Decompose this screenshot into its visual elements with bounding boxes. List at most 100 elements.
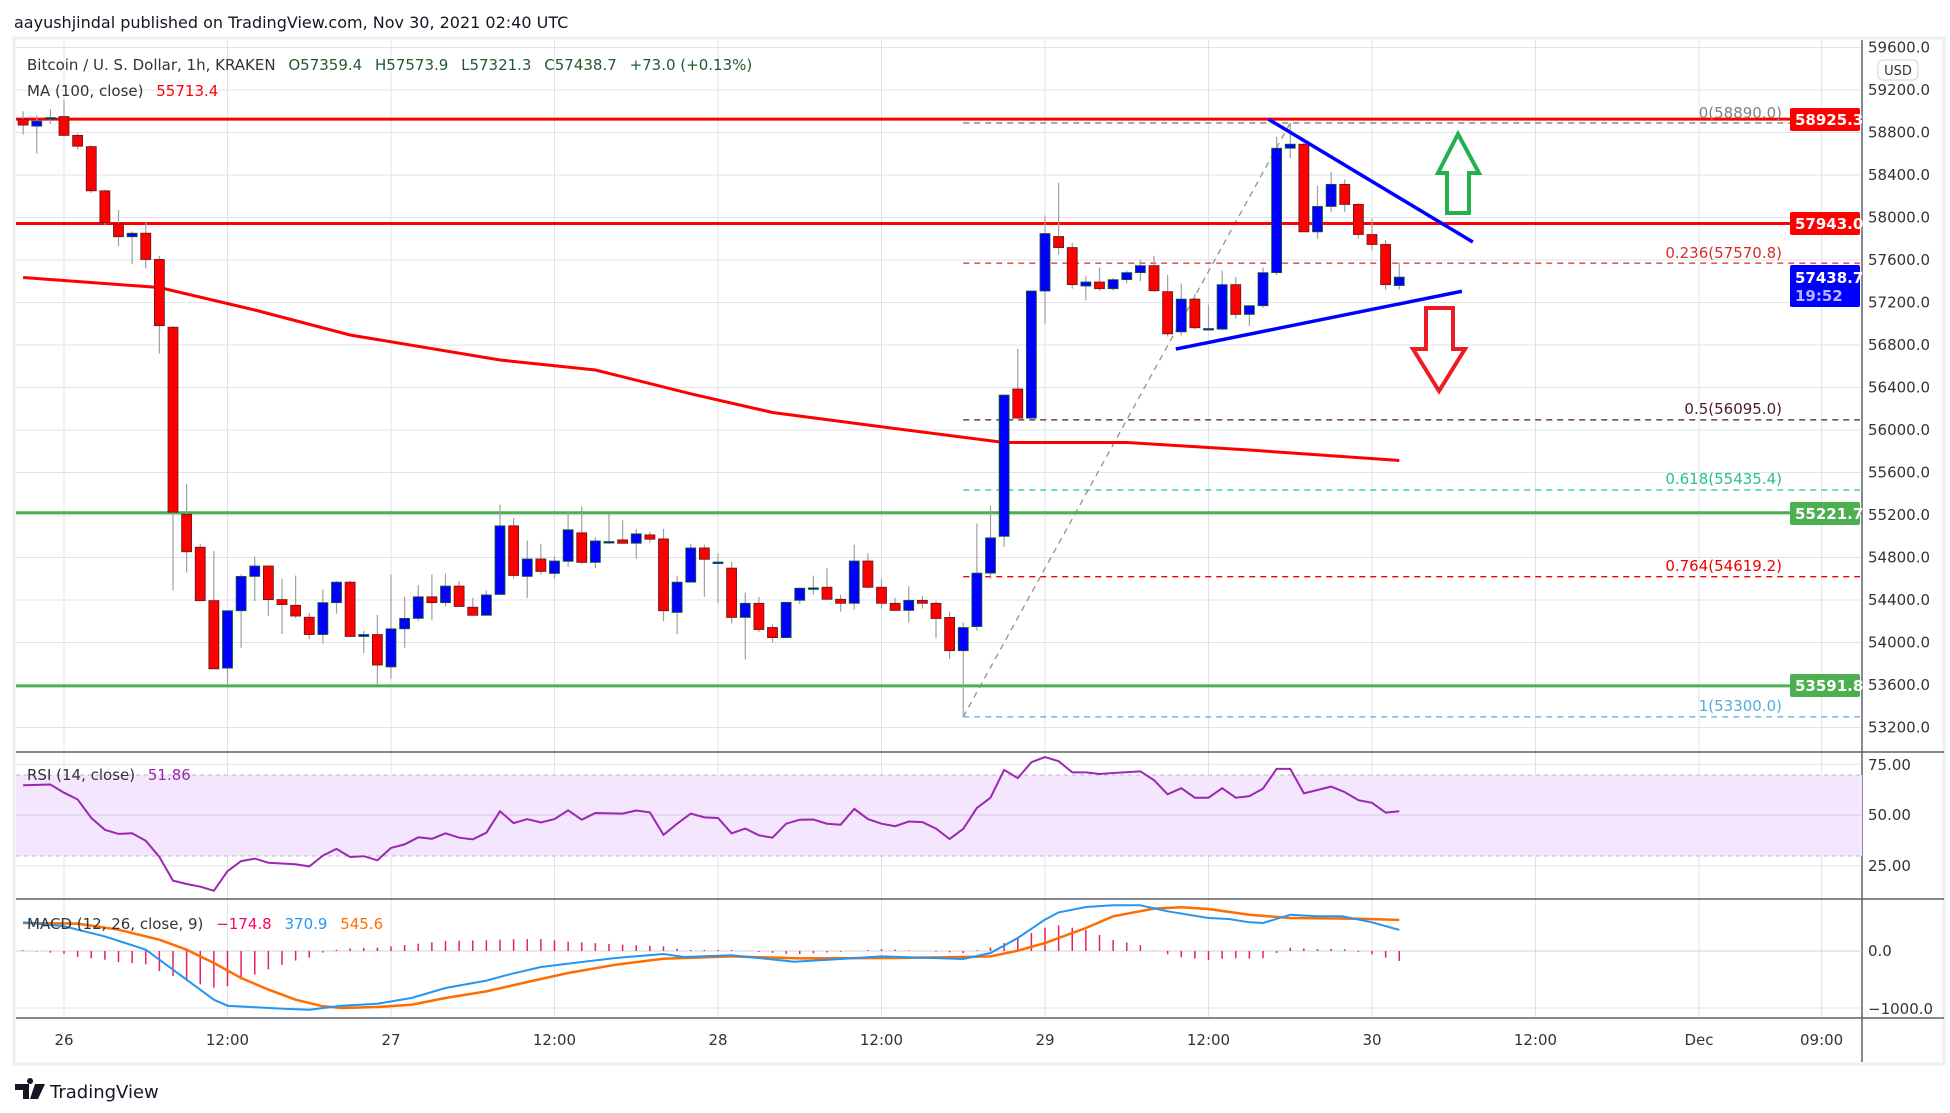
price-badges: 58925.3 57943.0 57438.7 19:52 55221.7 53… xyxy=(1790,108,1863,697)
price-tick: 57600.0 xyxy=(1868,251,1930,269)
ohlc-change: +73.0 (+0.13%) xyxy=(630,56,753,74)
candle-down xyxy=(617,539,629,544)
time-tick: 12:00 xyxy=(860,1031,903,1049)
time-tick: 30 xyxy=(1362,1031,1381,1049)
candle-up xyxy=(317,602,329,635)
symbol-name: Bitcoin / U. S. Dollar, 1h, KRAKEN xyxy=(27,56,276,74)
resistance-badge xyxy=(1790,212,1860,235)
candle-down xyxy=(467,606,479,616)
tradingview-logo[interactable]: TradingView xyxy=(15,1078,159,1103)
bar-countdown: 19:52 xyxy=(1795,287,1843,305)
macd-histogram xyxy=(22,925,1400,988)
candle-up xyxy=(235,576,247,612)
rsi-legend: RSI (14, close) 51.86 xyxy=(27,766,191,784)
macd-signal-line xyxy=(23,906,1400,1010)
ma100-line xyxy=(22,276,1400,462)
currency-button[interactable] xyxy=(1877,59,1919,81)
candle-up xyxy=(794,587,806,601)
macd-legend: MACD (12, 26, close, 9) −174.8 370.9 545… xyxy=(27,915,383,933)
down-arrow-icon[interactable] xyxy=(1409,306,1469,395)
candle-down xyxy=(1189,298,1201,329)
candle-up xyxy=(671,581,683,613)
candle-down xyxy=(1298,143,1310,233)
candle-up xyxy=(480,594,492,616)
price-tick: 57200.0 xyxy=(1868,294,1930,312)
macd-signal-value: 545.6 xyxy=(340,915,383,933)
candle-down xyxy=(153,259,165,327)
chart-frame xyxy=(12,36,1946,1066)
candle-down xyxy=(262,565,274,600)
candle-up xyxy=(494,525,506,595)
price-tick: 58000.0 xyxy=(1868,209,1930,227)
price-axis[interactable]: 59600.0 59200.0 58800.0 58400.0 58000.0 57600… xyxy=(1868,39,1930,737)
rsi-tick: 75.00 xyxy=(1868,756,1911,774)
time-tick: 12:00 xyxy=(1514,1031,1557,1049)
candle-down xyxy=(767,627,778,639)
macd-label: MACD (12, 26, close, 9) xyxy=(27,915,203,933)
price-tick: 53600.0 xyxy=(1868,676,1930,694)
horizontal-levels[interactable] xyxy=(16,117,1862,688)
trendlines[interactable] xyxy=(1175,117,1474,351)
time-axis[interactable]: 26 12:00 27 12:00 28 12:00 29 12:00 30 12:00 Dec 09… xyxy=(54,1031,1843,1049)
candle-down xyxy=(371,634,383,666)
candle-down xyxy=(889,602,901,611)
candle-up xyxy=(780,601,792,639)
last-price-badge xyxy=(1790,265,1860,307)
candle-down xyxy=(290,604,302,617)
support-badge xyxy=(1790,674,1860,697)
candle-down xyxy=(753,602,765,630)
rsi-tick: 50.00 xyxy=(1868,806,1911,824)
candle-down xyxy=(99,190,111,223)
candle-down xyxy=(58,116,70,136)
up-arrow-icon[interactable] xyxy=(1434,129,1483,215)
candle-up xyxy=(331,581,342,604)
ma-legend: MA (100, close) 55713.4 xyxy=(27,82,218,100)
last-price-value: 57438.7 xyxy=(1795,269,1863,287)
fib-0236-label: 0.236(57570.8) xyxy=(1665,244,1782,262)
candle-up xyxy=(971,572,983,627)
price-tick: 54800.0 xyxy=(1868,549,1930,567)
tradingview-brand: TradingView xyxy=(49,1082,159,1103)
candle-down xyxy=(835,598,847,604)
candle-up xyxy=(126,232,138,238)
candle-up xyxy=(31,120,43,127)
price-tick: 58400.0 xyxy=(1868,166,1930,184)
candle-up xyxy=(903,599,915,611)
candle-up xyxy=(589,540,601,563)
macd-line xyxy=(23,904,1400,1011)
candle-up xyxy=(1203,328,1214,331)
published-header: aayushjindal published on TradingView.co… xyxy=(14,13,568,32)
candle-up xyxy=(1039,233,1051,292)
resistance-badge xyxy=(1790,108,1860,131)
upper-trendline[interactable] xyxy=(1267,117,1474,244)
ma-label: MA (100, close) xyxy=(27,82,143,100)
candle-up xyxy=(1080,281,1092,287)
rsi-label: RSI (14, close) xyxy=(27,766,135,784)
candle-up xyxy=(1121,272,1133,281)
candle-down xyxy=(303,616,315,635)
candle-up xyxy=(739,602,751,618)
candle-up xyxy=(399,617,411,630)
candle-up xyxy=(1271,147,1283,274)
time-tick: 12:00 xyxy=(533,1031,576,1049)
currency-label: USD xyxy=(1884,64,1912,79)
candle-up xyxy=(222,610,233,669)
lower-trendline[interactable] xyxy=(1175,289,1463,351)
candle-down xyxy=(535,558,547,572)
candle-down xyxy=(944,617,956,652)
candle-down xyxy=(453,585,465,607)
candle-down xyxy=(1230,284,1242,315)
price-tick: 58800.0 xyxy=(1868,124,1930,142)
fibonacci-retracement[interactable] xyxy=(962,122,1860,718)
macd-tick: 0.0 xyxy=(1868,942,1892,960)
support-badge-value: 53591.8 xyxy=(1795,677,1863,695)
candle-down xyxy=(208,600,220,670)
rsi-line xyxy=(23,756,1400,892)
candle-down xyxy=(1339,183,1351,205)
time-tick: 12:00 xyxy=(206,1031,249,1049)
candle-down xyxy=(644,534,656,540)
candle-down xyxy=(426,596,438,604)
price-tick: 56400.0 xyxy=(1868,379,1930,397)
candle-down xyxy=(726,567,738,618)
